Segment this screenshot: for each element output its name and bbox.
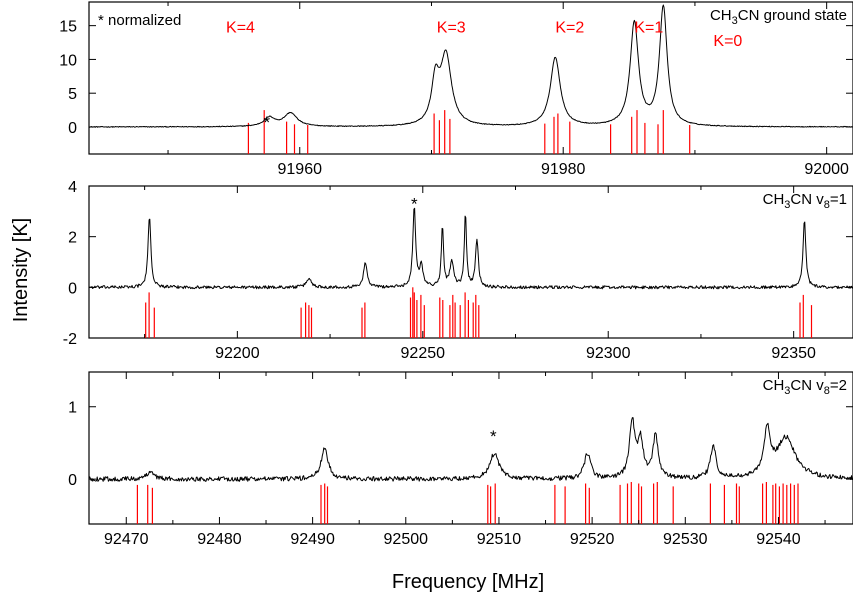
panel-label-part: =2 [830,377,847,394]
panel-label-part: CH [763,377,785,394]
y-tick-label: 15 [59,19,77,36]
panel-label-part: CN ground state [738,7,847,24]
x-tick-label: 92470 [104,531,149,548]
normalized-star: * [411,194,418,213]
x-tick-label: 91980 [541,161,586,178]
panel-label: CH3CN ground state [710,7,847,27]
k-label: K=4 [226,19,255,36]
spectrum-line [89,417,853,482]
k-label: K=3 [437,19,466,36]
panel-label-part: CH [710,7,732,24]
plot-frame [88,1,853,155]
x-tick-label: 92500 [384,531,429,548]
x-tick-label: 91960 [278,161,323,178]
panel-1: 91960 91980 92000 0 5 10 15 CH3CN ground state K… [59,1,853,178]
x-tick-label: 92490 [290,531,335,548]
k-label: K=2 [555,19,584,36]
x-tick-label: 92520 [570,531,615,548]
y-tick-label: 4 [68,179,77,196]
y-axis-title: Intensity [K] [10,218,32,323]
stick-spectrum [136,482,799,524]
panel-label: CH3CN v8=1 [763,191,847,211]
y-tick-label: -2 [63,331,77,348]
x-tick-label: 92350 [771,345,816,362]
plot-frame [88,371,853,525]
panel-label-subscript: 3 [784,385,790,397]
normalized-star: * [264,113,271,132]
y-tick-label: 10 [59,52,77,69]
x-axis-title: Frequency [MHz] [392,571,544,593]
panel-2: 92200 92250 92300 92350 -2 0 2 4 CH3CN v8=1 * [63,179,853,362]
stick-spectrum [247,110,691,154]
panel-3: 92470 92480 92490 92500 92510 92520 92530 92540… [68,371,853,548]
panel-label: CH3CN v8=2 [763,377,847,397]
x-tick-label: 92480 [197,531,242,548]
k-label: K=0 [713,33,742,50]
plot-frame [88,185,853,339]
x-tick-label: 92510 [477,531,522,548]
y-tick-label: 0 [68,472,77,489]
spectrum-line [89,4,853,128]
x-tick-label: 92300 [586,345,631,362]
normalized-note: * normalized [98,12,181,29]
k-label: K=1 [634,19,663,36]
panel-label-part: =1 [830,191,847,208]
stick-spectrum [145,287,813,338]
y-tick-label: 2 [68,230,77,247]
x-tick-label: 92200 [215,345,260,362]
x-tick-label: 92540 [756,531,801,548]
y-tick-label: 0 [68,120,77,137]
y-tick-label: 0 [68,280,77,297]
panel-label-subscript: 3 [784,199,790,211]
panel-label-subscript: 8 [824,385,830,397]
normalized-star: * [490,427,497,446]
y-tick-label: 1 [68,400,77,417]
x-tick-label: 92250 [401,345,446,362]
panel-label-subscript: 8 [824,199,830,211]
y-tick-label: 5 [68,86,77,103]
panel-label-part: CN v [790,377,824,394]
x-tick-label: 92530 [663,531,708,548]
spectrum-line [89,207,853,290]
panel-label-subscript: 3 [732,15,738,27]
panel-label-part: CH [763,191,785,208]
x-tick-label: 92000 [804,161,849,178]
panel-label-part: CN v [790,191,824,208]
